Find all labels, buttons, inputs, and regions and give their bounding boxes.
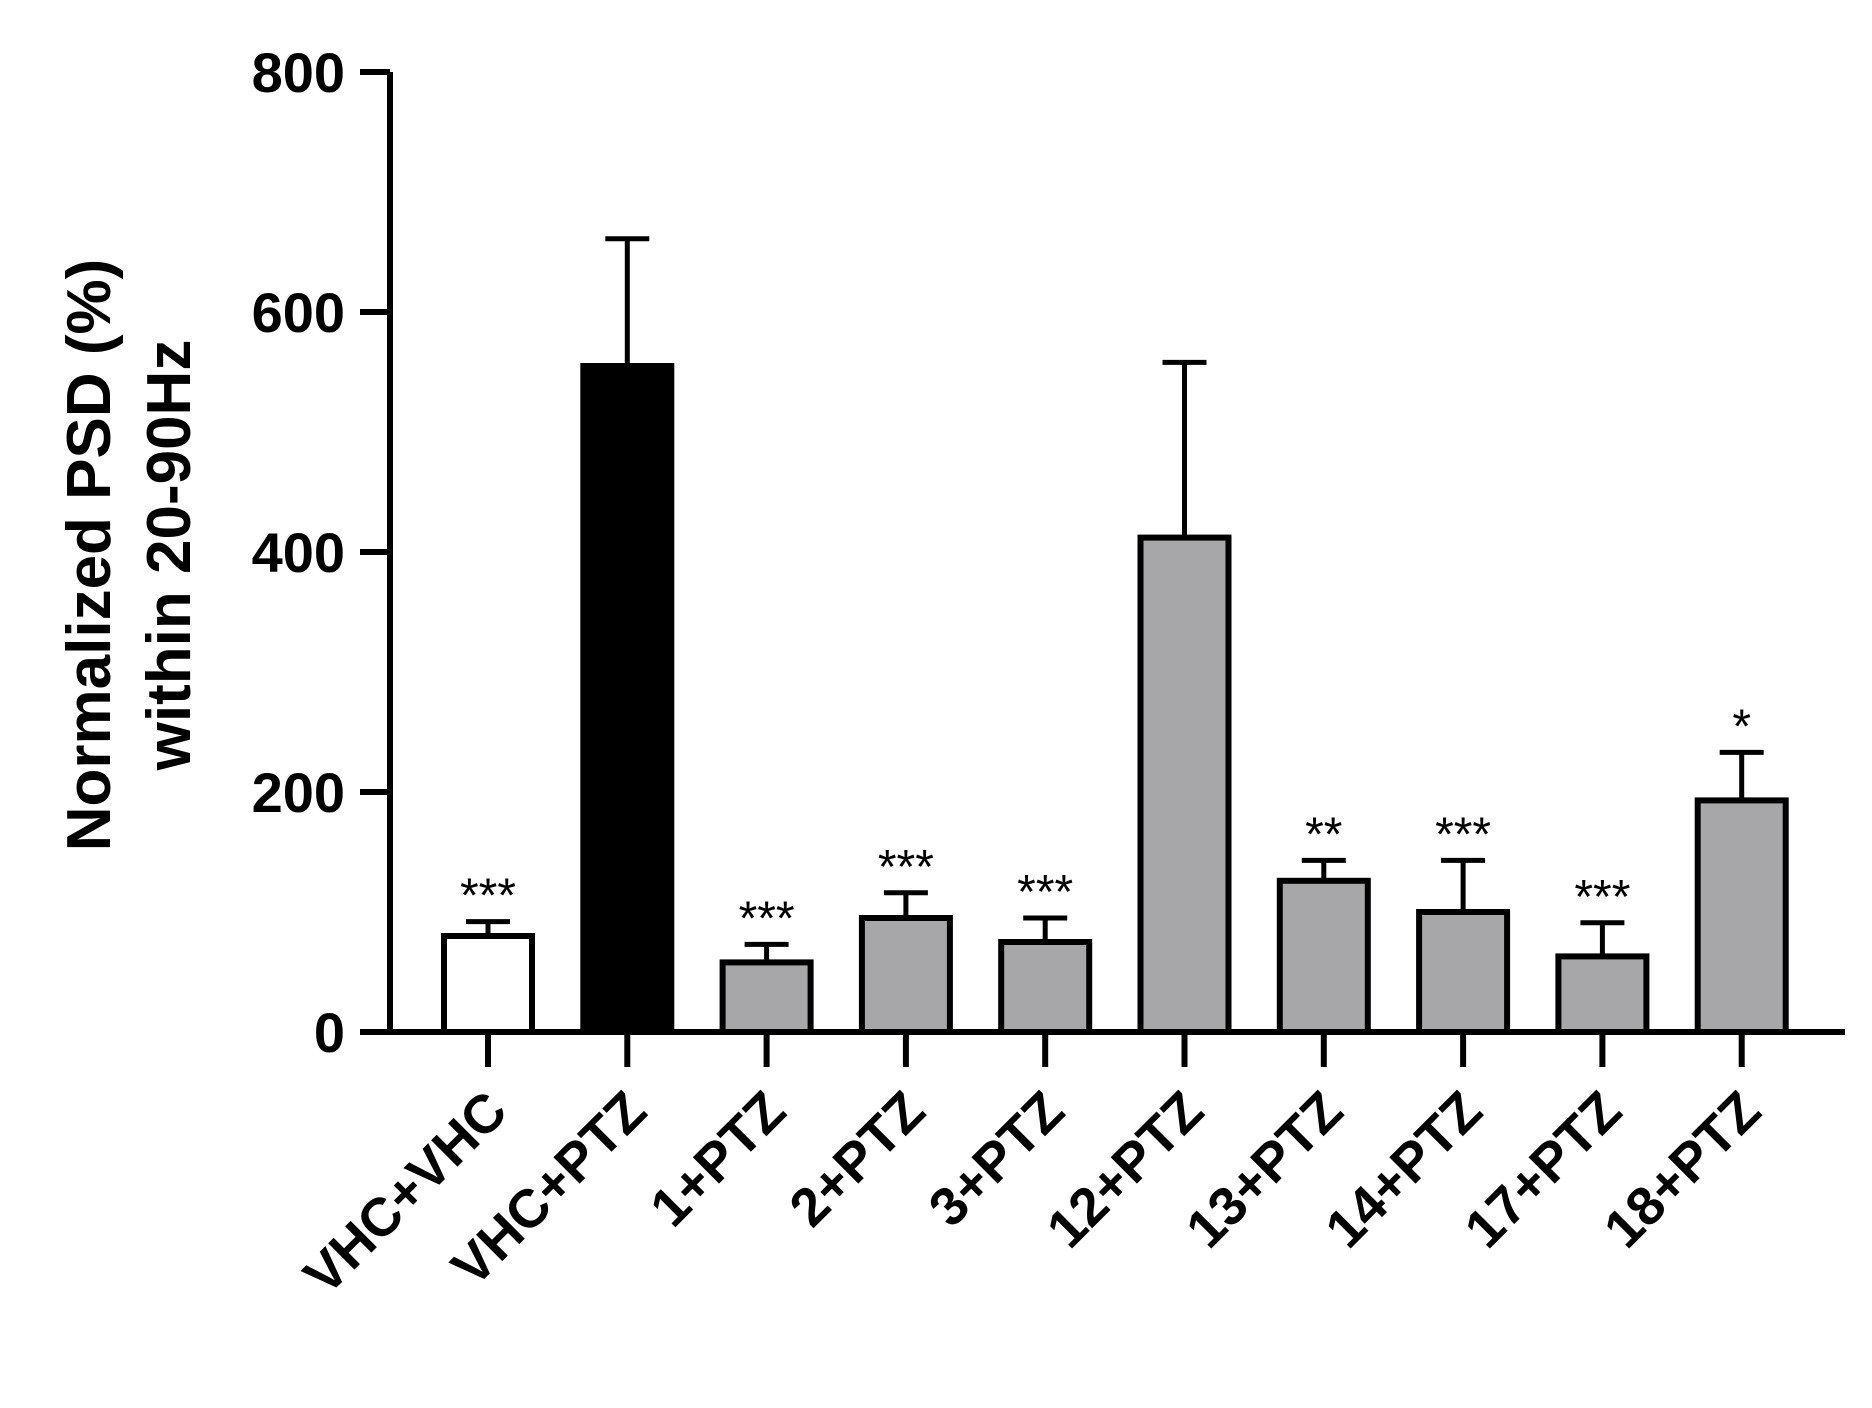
bars: ***VHC+VHCVHC+PTZ***1+PTZ***2+PTZ***3+PT… (293, 236, 1789, 1306)
bar (1137, 534, 1232, 1035)
y-tick-label: 200 (252, 761, 345, 824)
y-axis-title-line-1: Normalized PSD (%) (55, 259, 124, 852)
bar (1276, 877, 1371, 1035)
bar (1555, 953, 1650, 1036)
significance-label: *** (460, 870, 516, 923)
bar (858, 915, 953, 1035)
bar (1416, 909, 1511, 1035)
bar (998, 939, 1093, 1035)
bar-group: *** 2+PTZ (778, 841, 953, 1238)
y-axis-title-line-2: within 20-90Hz (135, 340, 204, 772)
x-tick-label: 13+PTZ (1175, 1080, 1354, 1259)
y-tick-label: 400 (252, 521, 345, 584)
x-tick-label: 14+PTZ (1314, 1080, 1493, 1259)
x-tick-label: 12+PTZ (1036, 1080, 1215, 1259)
bar (1694, 797, 1789, 1036)
y-axis-title: Normalized PSD (%) within 20-90Hz (55, 259, 204, 852)
significance-label: *** (1435, 808, 1491, 861)
significance-label: *** (878, 841, 934, 894)
x-tick-label: 17+PTZ (1454, 1080, 1633, 1259)
y-tick-label: 0 (314, 1001, 345, 1064)
bar (719, 959, 814, 1036)
bar (580, 363, 675, 1035)
x-tick-label: 18+PTZ (1593, 1080, 1772, 1259)
significance-label: * (1732, 700, 1751, 753)
x-tick-label: 1+PTZ (639, 1080, 797, 1238)
significance-label: *** (739, 892, 795, 945)
y-axis: 0 200 400 600 800 (252, 41, 393, 1064)
significance-label: ** (1305, 808, 1342, 861)
y-tick-label: 800 (252, 41, 345, 104)
significance-label: *** (1017, 866, 1073, 919)
y-tick-label: 600 (252, 281, 345, 344)
bar (441, 933, 535, 1035)
x-tick-label: 2+PTZ (778, 1080, 936, 1238)
significance-label: *** (1574, 871, 1630, 924)
